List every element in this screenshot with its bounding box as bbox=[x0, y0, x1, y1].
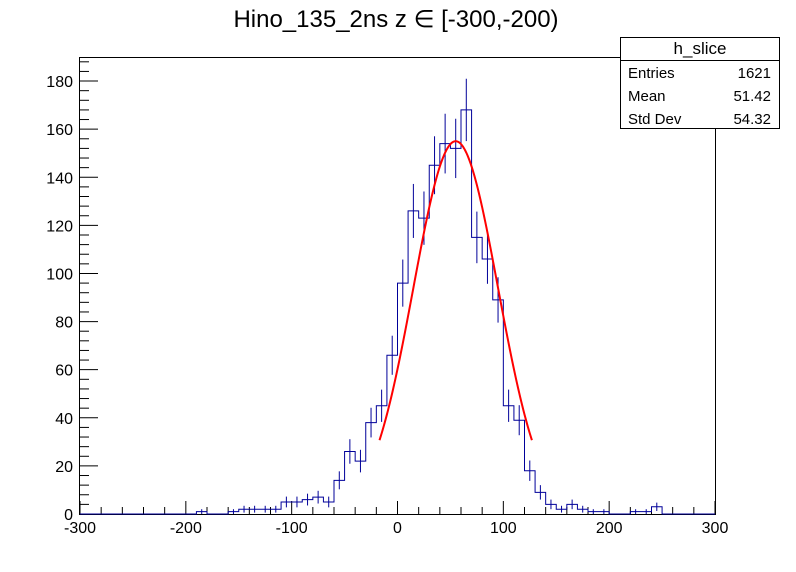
stats-box-frame bbox=[620, 37, 780, 129]
stats-box-title: h_slice bbox=[674, 39, 727, 58]
chart-title: Hino_135_2ns z ∈ [-300,-200) bbox=[233, 6, 558, 33]
stats-entries-value: 1621 bbox=[738, 65, 771, 82]
x-tick-label: -100 bbox=[276, 520, 308, 537]
histogram-bin bbox=[450, 148, 461, 514]
plot-frame bbox=[79, 57, 716, 515]
histogram-bin bbox=[493, 300, 504, 514]
y-tick-label: 120 bbox=[46, 218, 73, 235]
fit-curve bbox=[378, 140, 533, 441]
error-bars bbox=[201, 78, 658, 514]
stats-box: h_slice Entries 1621 Mean 51.42 Std Dev … bbox=[620, 37, 780, 129]
y-tick-label: 40 bbox=[55, 411, 73, 428]
stats-entries-label: Entries bbox=[628, 65, 675, 82]
histogram-bin bbox=[419, 218, 430, 514]
histogram-bin bbox=[472, 237, 483, 514]
y-tick-label: 20 bbox=[55, 459, 73, 476]
x-tick-label: 100 bbox=[490, 520, 517, 537]
y-tick-label: 0 bbox=[64, 507, 73, 524]
histogram-series bbox=[80, 109, 715, 515]
x-tick-label: 300 bbox=[702, 520, 729, 537]
y-tick-label: 60 bbox=[55, 363, 73, 380]
x-tick-label: 0 bbox=[393, 520, 402, 537]
y-axis: 0 20 40 60 80 100 120 140 160 180 bbox=[46, 61, 98, 524]
x-tick-label: 200 bbox=[596, 520, 623, 537]
histogram-bin bbox=[440, 144, 451, 514]
histogram-bin bbox=[503, 406, 514, 514]
y-tick-label: 100 bbox=[46, 266, 73, 283]
stats-stddev-label: Std Dev bbox=[628, 111, 682, 128]
histogram-bin bbox=[398, 283, 409, 514]
stats-mean-value: 51.42 bbox=[733, 88, 771, 105]
y-tick-label: 180 bbox=[46, 74, 73, 91]
histogram-bin bbox=[408, 211, 419, 514]
x-tick-label: -300 bbox=[64, 520, 96, 537]
stats-stddev-value: 54.32 bbox=[733, 111, 771, 128]
y-tick-label: 80 bbox=[55, 315, 73, 332]
y-tick-label: 160 bbox=[46, 122, 73, 139]
histogram-bin bbox=[461, 110, 472, 514]
stats-mean-label: Mean bbox=[628, 88, 666, 105]
gaussian-fit bbox=[378, 140, 533, 441]
histogram-bin bbox=[482, 259, 493, 514]
histogram-bin bbox=[429, 165, 440, 514]
x-tick-label: -200 bbox=[170, 520, 202, 537]
histogram-outline bbox=[80, 109, 715, 515]
x-axis: -300 -200 -100 0 100 200 300 bbox=[64, 501, 728, 537]
y-tick-label: 140 bbox=[46, 170, 73, 187]
